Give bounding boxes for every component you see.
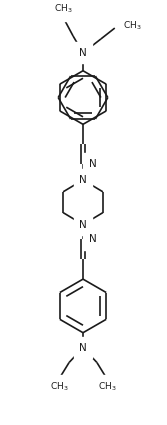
Text: N: N (79, 48, 87, 58)
Text: N: N (89, 235, 97, 244)
Text: N: N (79, 175, 87, 185)
Text: N: N (79, 343, 87, 353)
Text: CH$_3$: CH$_3$ (54, 3, 72, 15)
Text: CH$_3$: CH$_3$ (123, 20, 141, 32)
Text: N: N (89, 159, 97, 169)
Text: CH$_3$: CH$_3$ (98, 380, 116, 393)
Text: CH$_3$: CH$_3$ (50, 380, 68, 393)
Text: N: N (79, 220, 87, 230)
